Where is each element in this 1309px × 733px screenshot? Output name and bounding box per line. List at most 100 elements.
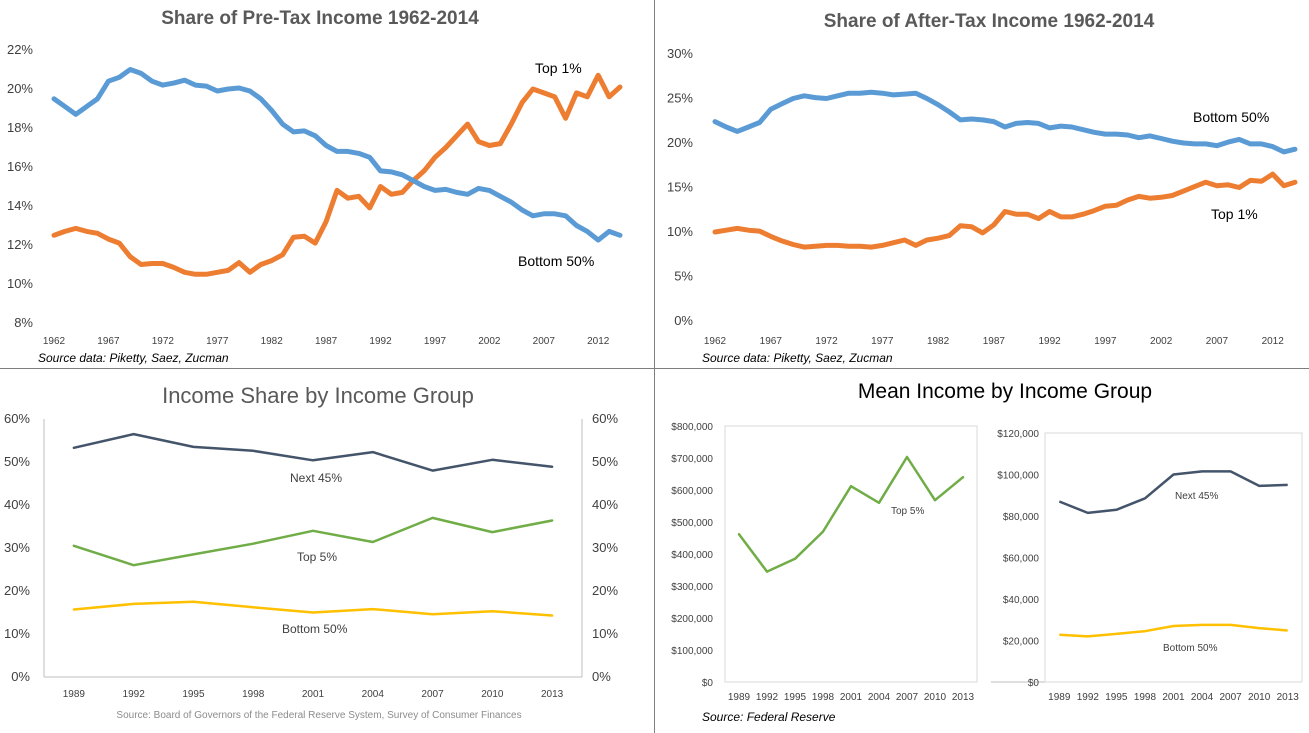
plot-frame (724, 425, 978, 683)
income-share-chart-panel: Income Share by Income Group 0% 10% 20% 30%… (0, 369, 653, 733)
series-line-top-1 (712, 171, 1298, 250)
y-tick-label: $100,000 (997, 471, 1039, 482)
series-line-top-5 (72, 516, 554, 567)
x-tick-label: 1997 (1094, 336, 1117, 347)
y-tick-label: $700,000 (671, 454, 713, 465)
x-tick-label: 1989 (63, 689, 86, 700)
y-tick-label: 18% (7, 120, 33, 135)
x-tick-label: 2010 (924, 692, 947, 703)
x-tick-label: 1962 (43, 336, 66, 347)
series-line-top-5 (737, 455, 965, 573)
x-tick-label: 1992 (756, 692, 779, 703)
annotation-bottom-50: Bottom 50% (282, 622, 348, 636)
x-tick-label: 1997 (424, 336, 447, 347)
annotation-next-45: Next 45% (1175, 491, 1218, 502)
series-line-next-45 (1058, 470, 1288, 515)
mean-income-chart: Mean Income by Income Group $0 $100,000 $2… (671, 380, 1303, 724)
x-tick-label: 1972 (815, 336, 838, 347)
x-tick-label: 2007 (1206, 336, 1229, 347)
x-tick-label: 2010 (481, 689, 504, 700)
y-tick-label: 20% (7, 81, 33, 96)
annotation-top-5: Top 5% (297, 550, 337, 564)
y-tick-label: $800,000 (671, 422, 713, 433)
annotation-top-1: Top 1% (1211, 206, 1258, 222)
y-tick-label: $600,000 (671, 486, 713, 497)
y-tick-label: 40% (4, 497, 30, 512)
series-line-next-45 (72, 432, 554, 472)
x-tick-label: 1982 (261, 336, 284, 347)
y2-tick-label: 60% (592, 411, 618, 426)
series-line-bottom-50 (1059, 623, 1288, 638)
y-tick-label: $80,000 (1003, 512, 1040, 523)
aftertax-chart: Share of After-Tax Income 1962-2014 0% 5%… (667, 11, 1298, 365)
x-tick-label: 1992 (369, 336, 392, 347)
y-tick-label: 0% (11, 669, 30, 684)
x-tick-label: 2001 (302, 689, 325, 700)
chart-title: Share of Pre-Tax Income 1962-2014 (161, 8, 479, 29)
y-tick-label: 30% (667, 46, 693, 61)
pretax-chart-panel: Share of Pre-Tax Income 1962-2014 8% 10% 1… (0, 0, 653, 367)
x-tick-label: 1987 (315, 336, 338, 347)
y-tick-label: 12% (7, 237, 33, 252)
y-tick-label: 10% (7, 276, 33, 291)
horizontal-divider (0, 368, 1309, 369)
source-note: Source data: Piketty, Saez, Zucman (38, 351, 229, 365)
y-tick-label: $60,000 (1003, 554, 1040, 565)
x-tick-label: 2010 (1248, 692, 1271, 703)
annotation-next-45: Next 45% (290, 471, 342, 485)
x-tick-label: 1992 (1077, 692, 1100, 703)
annotation-bottom-50: Bottom 50% (1163, 643, 1218, 654)
x-tick-label: 2007 (1219, 692, 1242, 703)
x-tick-label: 1989 (728, 692, 751, 703)
y-tick-label: 30% (4, 540, 30, 555)
x-tick-label: 1967 (97, 336, 120, 347)
x-tick-label: 1982 (927, 336, 950, 347)
y2-tick-label: 40% (592, 497, 618, 512)
x-tick-label: 1992 (1038, 336, 1061, 347)
x-tick-label: 2013 (952, 692, 975, 703)
x-tick-label: 2001 (1162, 692, 1185, 703)
y-tick-label: 20% (667, 135, 693, 150)
x-tick-label: 1977 (206, 336, 229, 347)
y-tick-label: 60% (4, 411, 30, 426)
vertical-divider (654, 0, 655, 733)
chart-title: Income Share by Income Group (162, 383, 474, 408)
y2-tick-label: 20% (592, 583, 618, 598)
y-tick-label: 8% (14, 315, 33, 330)
y-tick-label: 10% (4, 626, 30, 641)
plot-frame (1044, 432, 1303, 683)
y2-tick-label: 0% (592, 669, 611, 684)
y-tick-label: 15% (667, 180, 693, 195)
chart-title: Mean Income by Income Group (858, 380, 1152, 403)
y-tick-label: $0 (702, 678, 714, 689)
y-tick-label: 16% (7, 159, 33, 174)
x-tick-label: 2002 (478, 336, 501, 347)
y-tick-label: 0% (674, 313, 693, 328)
x-tick-label: 1972 (152, 336, 175, 347)
y2-tick-label: 30% (592, 540, 618, 555)
y-tick-label: $300,000 (671, 582, 713, 593)
x-tick-label: 2007 (421, 689, 444, 700)
chart-title: Share of After-Tax Income 1962-2014 (824, 11, 1155, 32)
x-tick-label: 2007 (533, 336, 556, 347)
series-line-bottom-50 (712, 89, 1298, 155)
annotation-bottom-50: Bottom 50% (518, 253, 594, 269)
x-tick-label: 1977 (871, 336, 894, 347)
x-tick-label: 2004 (1191, 692, 1214, 703)
x-tick-label: 1998 (242, 689, 265, 700)
income-share-chart: Income Share by Income Group 0% 10% 20% 30%… (4, 383, 618, 721)
annotation-bottom-50: Bottom 50% (1193, 109, 1269, 125)
x-tick-label: 2013 (541, 689, 564, 700)
x-tick-label: 1995 (1105, 692, 1128, 703)
annotation-top-1: Top 1% (535, 60, 582, 76)
y-tick-label: 50% (4, 454, 30, 469)
y2-tick-label: 10% (592, 626, 618, 641)
pretax-chart: Share of Pre-Tax Income 1962-2014 8% 10% 1… (7, 8, 623, 365)
mean-income-chart-panel: Mean Income by Income Group $0 $100,000 $2… (655, 369, 1309, 733)
y-tick-label: 14% (7, 198, 33, 213)
series-line-bottom-50 (51, 67, 623, 243)
annotation-top-5: Top 5% (891, 506, 924, 517)
x-tick-label: 1992 (123, 689, 146, 700)
x-tick-label: 2004 (362, 689, 385, 700)
source-note: Source: Board of Governors of the Federa… (116, 710, 521, 721)
